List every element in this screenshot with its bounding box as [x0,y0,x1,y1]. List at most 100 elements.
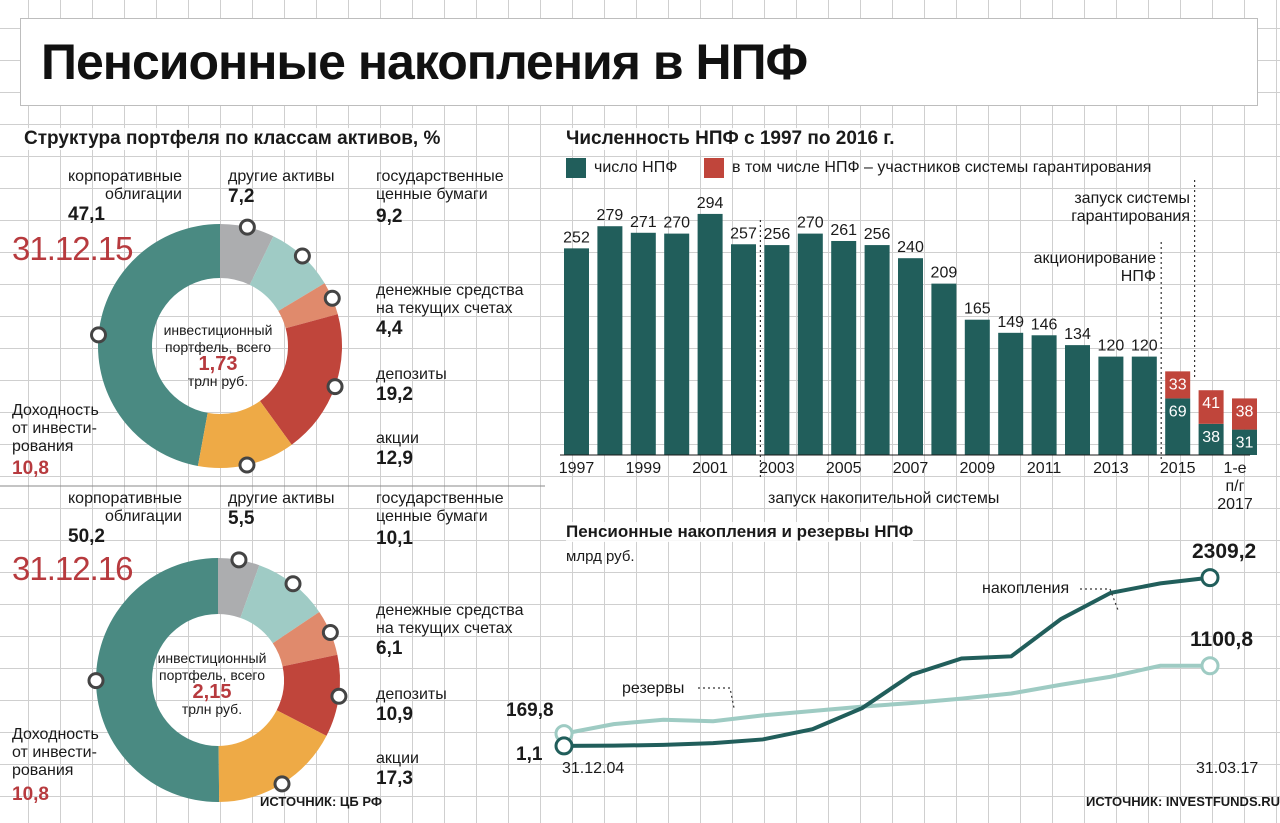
value-other-2015: 7,2 [228,186,255,207]
center-label-line2: портфель, всего [165,339,271,355]
return-2016: Доходность от инвести- рования [12,726,99,780]
center-2015: инвестиционный портфель, всего 1,73 трлн… [148,322,288,390]
value-cash-2016: 6,1 [376,638,403,659]
last-bar-label-line3: 2017 [1217,496,1253,513]
bar-tick-2003: 2003 [759,460,795,477]
npf-bar-chart: 252 1997 279 271 1999 270 294 2001 257 256 2003 270… [559,180,1257,480]
label-gov-2016: государственные ценные бумаги [376,490,504,526]
savings-end-value: 2309,2 [1192,540,1257,563]
bar-total-2007 [898,258,923,455]
label-corporate-line2: облигации [104,508,182,525]
bar-label-2014: 120 [1131,338,1158,355]
bar-total-1999 [630,232,656,455]
line-savings [563,575,1211,748]
bar-tick-2013: 2013 [1093,460,1129,477]
bar-total-2012 [1065,345,1090,455]
start-date: 31.12.04 [562,760,625,777]
note-corp: акционирование НПФ [1010,250,1156,286]
bar-guaranteed-label-2015: 33 [1169,376,1187,393]
label-cash-2016: денежные средства на текущих счетах [376,602,524,638]
label-corporate-line1: корпоративные [68,490,182,507]
leader-savings [1080,588,1119,611]
legend-guaranteed-swatch [704,158,724,178]
center-total-2015: 1,73 [198,353,238,375]
npf-count-heading: Численность НПФ с 1997 по 2016 г. [566,128,895,150]
donut-2016-date: 31.12.16 [12,550,133,587]
bar-total-2006 [864,245,890,455]
bar-total-1-е п/г 2017 [1232,429,1257,455]
donut-2015-slice-deposits [259,314,342,445]
bar-guaranteed-2016 [1198,390,1224,424]
savings-unit: млрд руб. [566,548,635,565]
page-title: Пенсионные накопления в НПФ [41,34,808,90]
note-corp-line2: НПФ [1120,268,1156,285]
label-stocks-2015: акции [376,430,419,447]
donut-2015-slice-gov [249,236,325,312]
series-label-reserves: резервы [622,680,685,697]
bar-label-2007: 240 [897,239,924,256]
center-label-line2: портфель, всего [159,667,265,683]
label-gov-line2: ценные бумаги [376,508,488,525]
bar-label-2002: 257 [730,225,757,242]
note-corp-line1: акционирование [1033,250,1156,267]
label-stocks-2016: акции [376,750,419,767]
bar-label-2008: 209 [931,265,958,282]
return-value-2015: 10,8 [12,458,49,479]
bar-guaranteed-1-е п/г 2017 [1232,398,1257,430]
bar-total-2002 [731,244,756,455]
label-deposits-2015: депозиты [376,366,447,383]
label-gov-line1: государственные [376,168,504,185]
value-deposits-2015: 19,2 [376,384,413,405]
label-gov-line1: государственные [376,490,504,507]
value-stocks-2016: 17,3 [376,768,413,789]
value-other-2016: 5,5 [228,508,255,529]
value-deposits-2016: 10,9 [376,704,413,725]
last-bar-label-line2: п/г [1225,478,1245,495]
legend-total: число НПФ [566,158,677,178]
point-savings-start [554,736,574,756]
return-label-line2: от инвести- [12,744,97,761]
bar-total-2003 [764,245,790,455]
bar-total-2010 [998,332,1024,455]
donut-2016-slice-other [218,558,260,618]
donut-2015-slice-other [220,224,274,285]
return-label-line3: рования [12,762,74,779]
donut-2016-marker-cash [321,623,339,641]
bar-label-2006: 256 [864,226,891,243]
note-guarantee: запуск системы гарантирования [1050,190,1190,226]
center-label-line1: инвестиционный [163,322,273,338]
label-cash-2015: денежные средства на текущих счетах [376,282,524,318]
note-accum: запуск накопительной системы [768,490,1000,507]
label-cash-line1: денежные средства [376,282,524,299]
bar-total-2001 [697,213,723,455]
bar-label-2010: 149 [997,314,1024,331]
donut-2015-slice-corporate [98,224,220,466]
donut-2015-marker-deposits [326,378,344,396]
donut-2016-marker-stocks [273,775,291,793]
label-corporate-2016: корпоративные облигации [68,490,182,526]
label-cash-line2: на текущих счетах [376,300,513,317]
bar-guaranteed-2015 [1165,371,1191,399]
portfolio-heading: Структура портфеля по классам активов, % [24,128,441,150]
donut-2015-slice-stocks [197,401,292,468]
bar-tick-2015: 2015 [1160,460,1196,477]
donut-2015-marker-other [238,218,256,236]
label-gov-2015: государственные ценные бумаги [376,168,504,204]
bar-label-2000: 270 [663,215,690,232]
bar-total-2009 [964,319,990,455]
donut-2015-marker-gov [293,247,311,265]
donut-2016-slice-corporate [95,558,220,802]
donut-2016-marker-deposits [330,687,348,705]
donut-2016-slice-deposits [276,654,340,736]
center-unit: трлн руб. [187,373,249,389]
value-gov-2015: 9,2 [376,206,403,227]
bar-label-2013: 120 [1098,338,1125,355]
source-cbr: ИСТОЧНИК: ЦБ РФ [260,794,382,809]
bar-tick-2011: 2011 [1027,460,1062,477]
return-label-line3: рования [12,438,74,455]
series-label-savings: накопления [982,580,1070,597]
last-bar-label-line1: 1-е [1223,460,1247,477]
savings-start-value: 1,1 [516,744,543,765]
bar-total-2000 [664,233,690,455]
title-box: Пенсионные накопления в НПФ [20,18,1258,106]
